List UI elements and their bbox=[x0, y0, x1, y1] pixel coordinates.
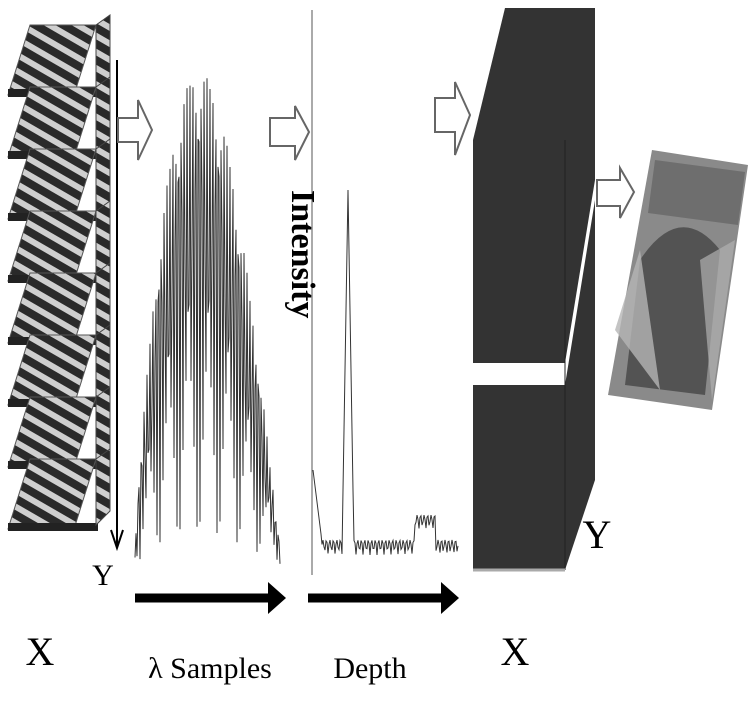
frame bbox=[7, 458, 97, 530]
samples-arrow-head bbox=[268, 582, 286, 614]
spectrum-signal bbox=[134, 78, 281, 564]
frame bbox=[7, 334, 97, 406]
y-arrow-head bbox=[110, 529, 124, 552]
depth-label: Depth bbox=[333, 652, 406, 685]
samples-label: λ Samples bbox=[148, 652, 272, 685]
frame bbox=[7, 210, 97, 282]
stack-y-label: Y bbox=[92, 559, 114, 592]
frame bbox=[8, 523, 98, 531]
frame bbox=[7, 272, 97, 344]
hollow-arrows bbox=[117, 81, 636, 219]
frame bbox=[7, 148, 97, 220]
frame bbox=[95, 448, 111, 527]
frame bbox=[7, 396, 97, 468]
volume-x-label: X bbox=[501, 629, 530, 674]
depth-arrow-head bbox=[441, 582, 459, 614]
stack-x-label: X bbox=[26, 629, 55, 674]
frame bbox=[7, 86, 97, 158]
volume-y-label: Y bbox=[583, 512, 612, 557]
volume-block bbox=[473, 8, 595, 572]
frame bbox=[7, 24, 97, 96]
depth-profile bbox=[312, 189, 459, 555]
frame-stack bbox=[7, 14, 111, 531]
en-face-image bbox=[608, 150, 748, 410]
intensity-label: Intensity bbox=[284, 190, 321, 318]
